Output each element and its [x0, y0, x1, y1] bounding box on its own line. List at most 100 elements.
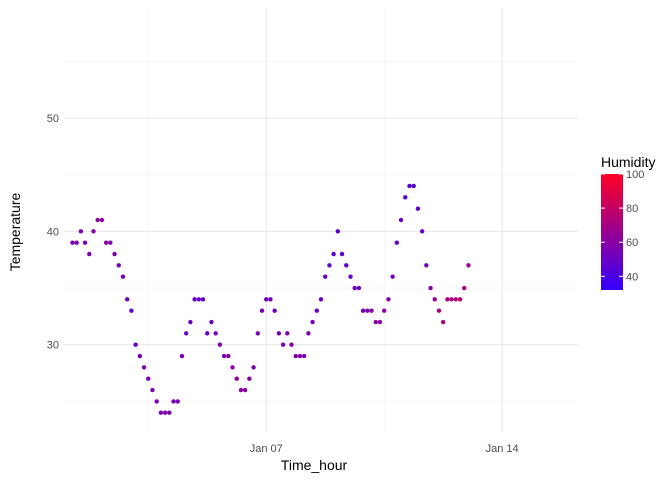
- data-point: [466, 263, 471, 268]
- legend-tick-label: 100: [626, 169, 644, 181]
- legend-ticks: 40 60 80 100: [601, 169, 644, 283]
- data-point: [133, 342, 138, 347]
- data-point: [276, 331, 282, 336]
- data-point: [297, 353, 303, 359]
- data-point: [255, 331, 261, 336]
- legend-title: Humidity: [601, 154, 655, 170]
- data-point: [175, 399, 180, 404]
- data-point: [192, 297, 197, 302]
- data-point: [344, 263, 349, 268]
- data-point: [82, 240, 88, 245]
- data-point: [200, 297, 206, 302]
- data-point: [238, 387, 244, 393]
- data-point: [323, 274, 328, 279]
- legend: Humidity 40 60 80 100: [601, 154, 655, 290]
- y-tick-labels: 30 40 50: [47, 113, 59, 352]
- data-point: [179, 353, 185, 359]
- data-point: [365, 308, 370, 313]
- data-point: [377, 319, 383, 325]
- data-point: [445, 297, 450, 302]
- data-point: [356, 285, 362, 291]
- data-point: [415, 206, 421, 211]
- data-point: [124, 297, 130, 302]
- data-point: [289, 342, 294, 347]
- x-tick-label: Jan 07: [250, 443, 283, 455]
- data-point: [251, 365, 256, 370]
- data-point: [112, 251, 117, 257]
- data-point: [331, 251, 336, 257]
- data-point: [360, 308, 366, 313]
- data-point: [335, 229, 341, 234]
- data-point: [457, 297, 463, 302]
- data-point: [268, 297, 273, 302]
- data-point: [129, 308, 134, 313]
- data-point: [74, 240, 79, 245]
- data-point: [171, 399, 176, 404]
- data-point: [352, 285, 357, 291]
- data-point: [95, 217, 100, 223]
- data-point: [327, 263, 332, 268]
- data-point: [78, 229, 84, 234]
- data-point: [247, 376, 252, 381]
- data-point: [386, 297, 391, 302]
- data-point: [209, 319, 214, 325]
- data-point: [411, 183, 416, 189]
- data-point: [87, 251, 92, 257]
- data-point: [339, 251, 345, 257]
- data-point: [103, 240, 109, 245]
- data-point: [424, 263, 429, 268]
- data-point: [407, 183, 412, 189]
- data-point: [154, 399, 159, 404]
- data-point: [436, 308, 442, 313]
- y-axis-title: Temperature: [7, 192, 23, 271]
- data-point: [70, 240, 75, 245]
- data-point: [221, 353, 227, 359]
- data-point: [314, 308, 319, 313]
- data-point: [158, 410, 164, 415]
- data-point: [162, 410, 168, 415]
- data-point: [264, 297, 269, 302]
- data-point: [234, 376, 239, 381]
- data-point: [403, 195, 408, 200]
- data-point: [419, 229, 425, 234]
- data-point: [318, 297, 324, 302]
- data-point: [167, 410, 172, 415]
- data-point: [428, 285, 433, 291]
- x-axis-title: Time_hour: [281, 457, 348, 473]
- legend-tick-label: 80: [626, 203, 638, 215]
- data-point: [440, 319, 446, 325]
- data-point: [141, 365, 147, 370]
- data-point: [293, 353, 298, 359]
- y-tick-label: 50: [47, 113, 59, 125]
- data-point: [306, 331, 311, 336]
- data-point: [449, 297, 454, 302]
- data-point: [108, 240, 113, 245]
- y-tick-label: 40: [47, 226, 59, 238]
- data-point: [394, 240, 400, 245]
- legend-tick-label: 40: [626, 271, 638, 283]
- data-point: [196, 297, 202, 302]
- data-point: [146, 376, 151, 381]
- chart-gridlines: [64, 8, 578, 432]
- data-point: [280, 342, 286, 347]
- data-point: [226, 353, 231, 359]
- data-point: [205, 331, 210, 336]
- x-tick-label: Jan 14: [486, 443, 519, 455]
- data-point: [137, 353, 143, 359]
- data-point: [120, 274, 126, 279]
- data-point: [91, 229, 96, 234]
- data-point: [285, 331, 290, 336]
- data-point: [373, 319, 378, 325]
- data-point: [398, 217, 404, 223]
- data-point: [369, 308, 374, 313]
- data-point: [453, 297, 459, 302]
- x-tick-labels: Jan 07 Jan 14: [250, 443, 519, 455]
- data-point: [150, 387, 155, 393]
- data-point: [390, 274, 395, 279]
- data-point: [348, 274, 353, 279]
- data-point: [242, 387, 248, 393]
- data-point: [116, 263, 121, 268]
- data-point: [99, 217, 105, 223]
- data-point: [462, 285, 467, 291]
